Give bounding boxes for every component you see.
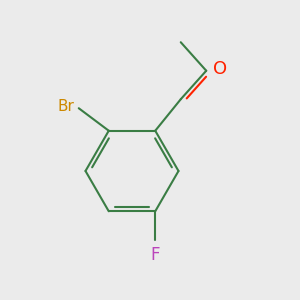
Text: Br: Br	[57, 99, 74, 114]
Text: O: O	[213, 60, 227, 78]
Text: F: F	[151, 246, 160, 264]
